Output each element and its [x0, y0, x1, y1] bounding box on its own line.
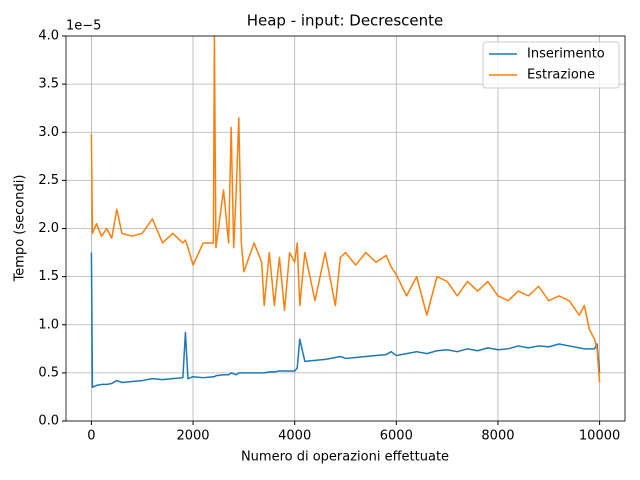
y-tick-label: 4.0 [38, 29, 59, 44]
legend-label: Inserimento [527, 47, 605, 62]
y-tick-label: 1.0 [38, 317, 59, 332]
y-axis-label: Tempo (secondi) [13, 175, 28, 283]
x-tick-label: 0 [87, 429, 95, 444]
y-tick-label: 3.5 [38, 77, 59, 92]
y-tick-label: 2.0 [38, 221, 59, 236]
y-tick-label: 1.5 [38, 269, 59, 284]
x-axis-label: Numero di operazioni effettuate [241, 450, 449, 465]
x-tick-label: 2000 [176, 429, 209, 444]
y-offset-label: 1e−5 [66, 19, 101, 34]
axes-frame [65, 35, 626, 422]
x-tick-label: 4000 [278, 429, 311, 444]
line-series [90, 35, 601, 383]
y-tick-label: 0.0 [38, 414, 59, 429]
line-series [90, 252, 601, 389]
y-tick-label: 3.0 [38, 125, 59, 140]
x-tick-label: 8000 [481, 429, 514, 444]
chart-title: Heap - input: Decrescente [247, 12, 444, 30]
y-tick-label: 0.5 [38, 365, 59, 380]
legend-label: Estrazione [527, 68, 595, 83]
x-tick-label: 10000 [579, 429, 620, 444]
x-tick-label: 6000 [380, 429, 413, 444]
y-tick-label: 2.5 [38, 173, 59, 188]
